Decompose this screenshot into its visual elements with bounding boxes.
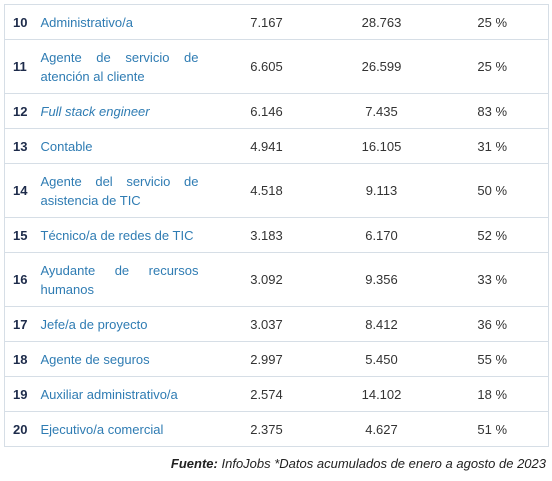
table-row: 12 Full stack engineer 6.146 7.435 83 % <box>4 93 549 129</box>
applicants: 14.102 <box>326 376 437 412</box>
source-label: Fuente: <box>170 456 218 471</box>
job-title: Ayudante de recursos humanos <box>40 252 207 307</box>
job-title: Técnico/a de redes de TIC <box>40 217 207 253</box>
rank: 16 <box>4 252 41 307</box>
rank: 18 <box>4 341 41 377</box>
applicants: 8.412 <box>326 306 437 342</box>
rank: 12 <box>4 93 41 129</box>
table-row: 11 Agente de servicio de atención al clie… <box>4 39 549 94</box>
table-row: 18 Agente de seguros 2.997 5.450 55 % <box>4 341 549 377</box>
job-title: Agente de servicio de atención al client… <box>40 39 207 94</box>
applicants: 9.356 <box>326 252 437 307</box>
table-row: 14 Agente del servicio de asistencia de T… <box>4 163 549 218</box>
offers: 6.605 <box>206 39 327 94</box>
percentage: 31 % <box>436 128 549 164</box>
applicants: 26.599 <box>326 39 437 94</box>
job-title: Agente del servicio de asistencia de TIC <box>40 163 207 218</box>
rank: 19 <box>4 376 41 412</box>
table-row: 16 Ayudante de recursos humanos 3.092 9.356… <box>4 252 549 307</box>
table-row: 13 Contable 4.941 16.105 31 % <box>4 128 549 164</box>
offers: 7.167 <box>206 4 327 40</box>
percentage: 18 % <box>436 376 549 412</box>
percentage: 50 % <box>436 163 549 218</box>
offers: 6.146 <box>206 93 327 129</box>
rank: 17 <box>4 306 41 342</box>
job-title: Auxiliar administrativo/a <box>40 376 207 412</box>
offers: 2.997 <box>206 341 327 377</box>
rank: 13 <box>4 128 41 164</box>
rank: 11 <box>4 39 41 94</box>
job-title: Agente de seguros <box>40 341 207 377</box>
percentage: 51 % <box>436 411 549 447</box>
offers: 4.518 <box>206 163 327 218</box>
offers: 3.183 <box>206 217 327 253</box>
percentage: 25 % <box>436 4 549 40</box>
offers: 4.941 <box>206 128 327 164</box>
applicants: 28.763 <box>326 4 437 40</box>
footer: Fuente: InfoJobs *Datos acumulados de en… <box>171 456 546 471</box>
table-row: 20 Ejecutivo/a comercial 2.375 4.627 51 % <box>4 411 549 447</box>
job-title: Ejecutivo/a comercial <box>40 411 207 447</box>
table-row: 10 Administrativo/a 7.167 28.763 25 % <box>4 4 549 40</box>
applicants: 16.105 <box>326 128 437 164</box>
job-title: Administrativo/a <box>40 4 207 40</box>
job-title: Contable <box>40 128 207 164</box>
table-row: 17 Jefe/a de proyecto 3.037 8.412 36 % <box>4 306 549 342</box>
percentage: 55 % <box>436 341 549 377</box>
applicants: 5.450 <box>326 341 437 377</box>
table-row: 19 Auxiliar administrativo/a 2.574 14.102 18… <box>4 376 549 412</box>
applicants: 4.627 <box>326 411 437 447</box>
percentage: 52 % <box>436 217 549 253</box>
ranking-table: 10 Administrativo/a 7.167 28.763 25 % 11 Agent… <box>4 4 549 447</box>
job-title: Jefe/a de proyecto <box>40 306 207 342</box>
table-body: 10 Administrativo/a 7.167 28.763 25 % 11 Agent… <box>4 4 549 447</box>
offers: 2.574 <box>206 376 327 412</box>
percentage: 36 % <box>436 306 549 342</box>
rank: 15 <box>4 217 41 253</box>
rank: 20 <box>4 411 41 447</box>
percentage: 33 % <box>436 252 549 307</box>
job-title: Full stack engineer <box>40 93 207 129</box>
offers: 3.092 <box>206 252 327 307</box>
offers: 3.037 <box>206 306 327 342</box>
offers: 2.375 <box>206 411 327 447</box>
table-row: 15 Técnico/a de redes de TIC 3.183 6.170 52 … <box>4 217 549 253</box>
applicants: 6.170 <box>326 217 437 253</box>
percentage: 25 % <box>436 39 549 94</box>
rank: 10 <box>4 4 41 40</box>
percentage: 83 % <box>436 93 549 129</box>
source-text: InfoJobs *Datos acumulados de enero a ag… <box>221 456 546 471</box>
applicants: 7.435 <box>326 93 437 129</box>
applicants: 9.113 <box>326 163 437 218</box>
rank: 14 <box>4 163 41 218</box>
